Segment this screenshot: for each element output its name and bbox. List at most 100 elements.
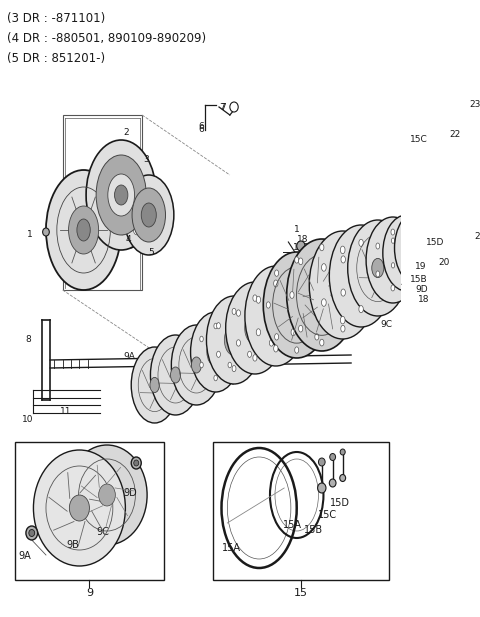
Ellipse shape bbox=[366, 217, 420, 303]
Text: 12: 12 bbox=[201, 387, 212, 396]
Text: 10: 10 bbox=[22, 415, 33, 424]
Ellipse shape bbox=[253, 295, 257, 301]
Circle shape bbox=[29, 529, 35, 537]
Ellipse shape bbox=[421, 220, 444, 260]
Ellipse shape bbox=[295, 257, 299, 263]
Circle shape bbox=[318, 483, 326, 493]
Bar bbox=[213, 442, 389, 580]
Text: 13: 13 bbox=[249, 348, 261, 357]
Text: 16: 16 bbox=[380, 270, 392, 279]
Text: 15B: 15B bbox=[292, 243, 310, 252]
Ellipse shape bbox=[403, 224, 433, 272]
Ellipse shape bbox=[413, 208, 453, 272]
Text: 4: 4 bbox=[125, 235, 131, 244]
Ellipse shape bbox=[256, 296, 261, 303]
Ellipse shape bbox=[435, 216, 456, 250]
Ellipse shape bbox=[350, 258, 372, 294]
Ellipse shape bbox=[322, 299, 326, 306]
Ellipse shape bbox=[415, 268, 420, 276]
Ellipse shape bbox=[69, 206, 98, 254]
Ellipse shape bbox=[391, 238, 395, 243]
Ellipse shape bbox=[275, 334, 278, 340]
Ellipse shape bbox=[206, 296, 262, 384]
Text: 18: 18 bbox=[418, 295, 430, 304]
Ellipse shape bbox=[214, 323, 217, 329]
Text: 6: 6 bbox=[198, 125, 204, 134]
Ellipse shape bbox=[418, 263, 421, 268]
Circle shape bbox=[432, 233, 439, 241]
Ellipse shape bbox=[191, 312, 240, 392]
Ellipse shape bbox=[341, 256, 346, 263]
Ellipse shape bbox=[359, 305, 363, 313]
Ellipse shape bbox=[323, 302, 327, 308]
Circle shape bbox=[134, 460, 139, 466]
Ellipse shape bbox=[224, 325, 244, 355]
Text: 9B: 9B bbox=[188, 398, 200, 407]
Ellipse shape bbox=[264, 252, 330, 358]
Text: 15D: 15D bbox=[426, 238, 444, 247]
Circle shape bbox=[340, 449, 345, 455]
Text: 22: 22 bbox=[450, 130, 461, 139]
Ellipse shape bbox=[96, 155, 146, 235]
Text: 6: 6 bbox=[198, 122, 204, 131]
Ellipse shape bbox=[228, 362, 231, 368]
Ellipse shape bbox=[290, 292, 294, 299]
Ellipse shape bbox=[150, 335, 201, 415]
Ellipse shape bbox=[391, 229, 395, 235]
Ellipse shape bbox=[299, 325, 303, 332]
Ellipse shape bbox=[131, 347, 178, 423]
Ellipse shape bbox=[429, 256, 433, 264]
Ellipse shape bbox=[216, 323, 220, 329]
Ellipse shape bbox=[98, 484, 115, 506]
Ellipse shape bbox=[299, 258, 303, 265]
Ellipse shape bbox=[70, 495, 89, 521]
Ellipse shape bbox=[349, 292, 354, 299]
Ellipse shape bbox=[406, 243, 410, 249]
Text: 9D: 9D bbox=[415, 285, 428, 294]
Text: 9B: 9B bbox=[67, 540, 80, 550]
Ellipse shape bbox=[133, 201, 140, 212]
Text: 15C: 15C bbox=[318, 510, 337, 520]
Ellipse shape bbox=[248, 323, 252, 329]
Ellipse shape bbox=[331, 266, 354, 304]
Text: 21: 21 bbox=[474, 232, 480, 241]
Ellipse shape bbox=[232, 365, 236, 371]
Text: 14: 14 bbox=[264, 358, 275, 367]
Circle shape bbox=[451, 166, 460, 178]
Circle shape bbox=[340, 474, 346, 481]
Ellipse shape bbox=[132, 188, 166, 242]
Ellipse shape bbox=[359, 299, 364, 306]
Ellipse shape bbox=[216, 351, 220, 357]
Ellipse shape bbox=[391, 285, 395, 291]
Ellipse shape bbox=[34, 450, 125, 566]
Text: 9C: 9C bbox=[96, 527, 109, 537]
Text: 7: 7 bbox=[219, 103, 225, 112]
Ellipse shape bbox=[207, 338, 225, 366]
Circle shape bbox=[330, 453, 336, 460]
Circle shape bbox=[329, 479, 336, 487]
Ellipse shape bbox=[372, 259, 384, 278]
Ellipse shape bbox=[376, 243, 380, 249]
Text: 16: 16 bbox=[266, 298, 277, 307]
Ellipse shape bbox=[320, 339, 324, 346]
Text: 15A: 15A bbox=[217, 378, 235, 387]
Ellipse shape bbox=[150, 378, 159, 392]
Ellipse shape bbox=[391, 263, 395, 268]
Circle shape bbox=[297, 241, 305, 251]
Text: 2: 2 bbox=[124, 128, 129, 137]
Ellipse shape bbox=[275, 270, 278, 276]
Ellipse shape bbox=[406, 271, 410, 277]
Circle shape bbox=[453, 169, 458, 175]
Ellipse shape bbox=[402, 232, 408, 240]
Circle shape bbox=[318, 458, 325, 466]
Circle shape bbox=[26, 526, 37, 540]
Circle shape bbox=[43, 228, 49, 236]
Ellipse shape bbox=[348, 220, 408, 316]
Ellipse shape bbox=[46, 170, 121, 290]
Text: 15A: 15A bbox=[221, 543, 240, 553]
Circle shape bbox=[131, 457, 141, 469]
Ellipse shape bbox=[274, 345, 278, 352]
Text: 19: 19 bbox=[415, 262, 426, 271]
Ellipse shape bbox=[86, 140, 156, 250]
Text: 15A: 15A bbox=[384, 278, 402, 287]
